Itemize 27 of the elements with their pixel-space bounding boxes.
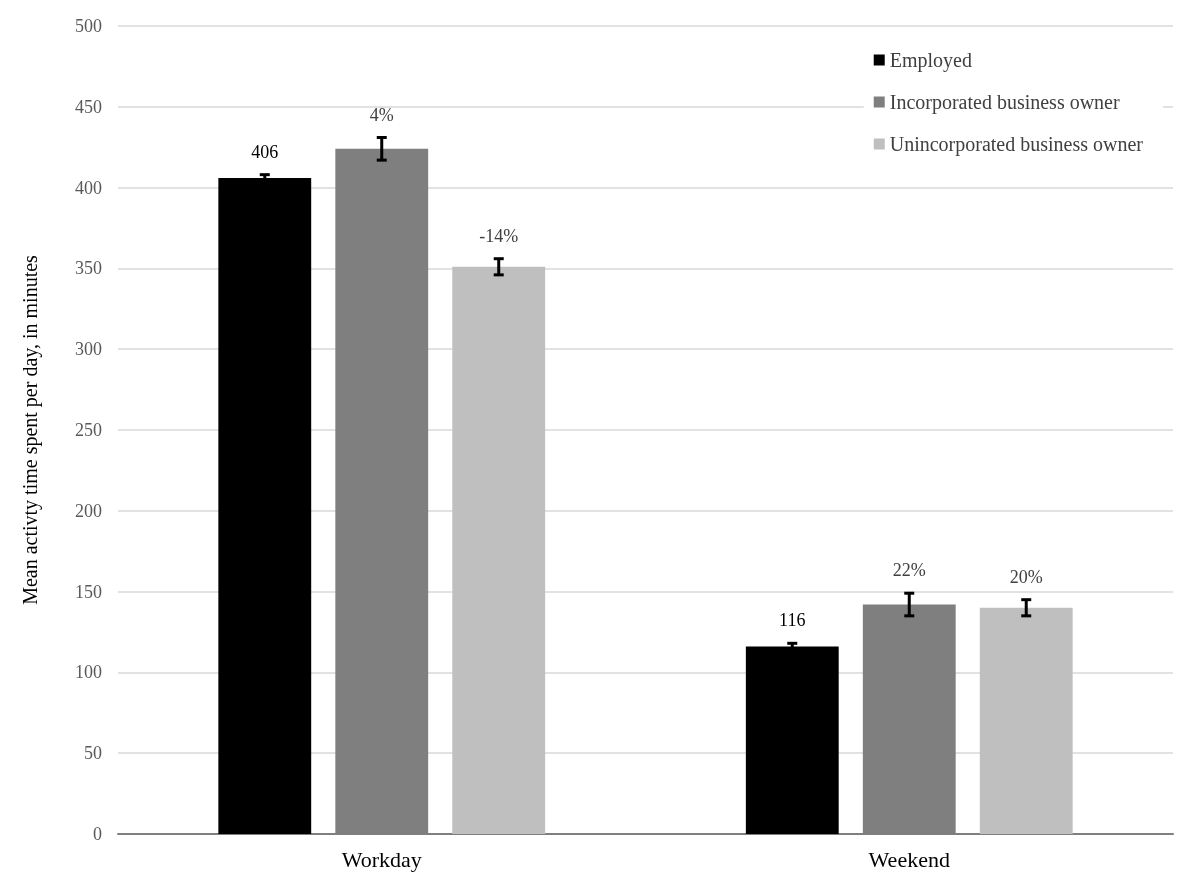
y-tick-label: 150 [75, 581, 102, 602]
y-axis-title: Mean activty time spent per day, in minutes [19, 254, 42, 605]
data-label: 406 [251, 141, 279, 162]
y-tick-label: 100 [75, 662, 102, 683]
y-tick-label: 50 [84, 743, 102, 764]
bar [979, 607, 1073, 834]
annotation: 22% [892, 560, 926, 581]
y-tick-label: 350 [75, 258, 102, 279]
y-tick-label: 0 [93, 824, 102, 844]
bar [745, 646, 839, 834]
annotation: -14% [479, 225, 519, 246]
data-label: 116 [779, 610, 806, 631]
y-tick-label: 450 [75, 96, 102, 117]
y-tick-label: 400 [75, 177, 102, 198]
legend-label: Employed [889, 49, 972, 72]
annotation: 4% [369, 104, 394, 125]
legend-label: Incorporated business owner [889, 91, 1120, 114]
y-tick-label: 200 [75, 500, 102, 521]
x-tick-label: Weekend [868, 846, 950, 872]
annotation: 20% [1009, 566, 1043, 587]
y-tick-label: 250 [75, 420, 102, 440]
legend-label: Unincorporated business owner [889, 133, 1144, 156]
bar [452, 266, 546, 834]
bar [218, 177, 312, 834]
y-tick-label: 300 [75, 339, 102, 360]
y-tick-label: 500 [75, 16, 102, 36]
x-tick-label: Workday [341, 846, 422, 872]
